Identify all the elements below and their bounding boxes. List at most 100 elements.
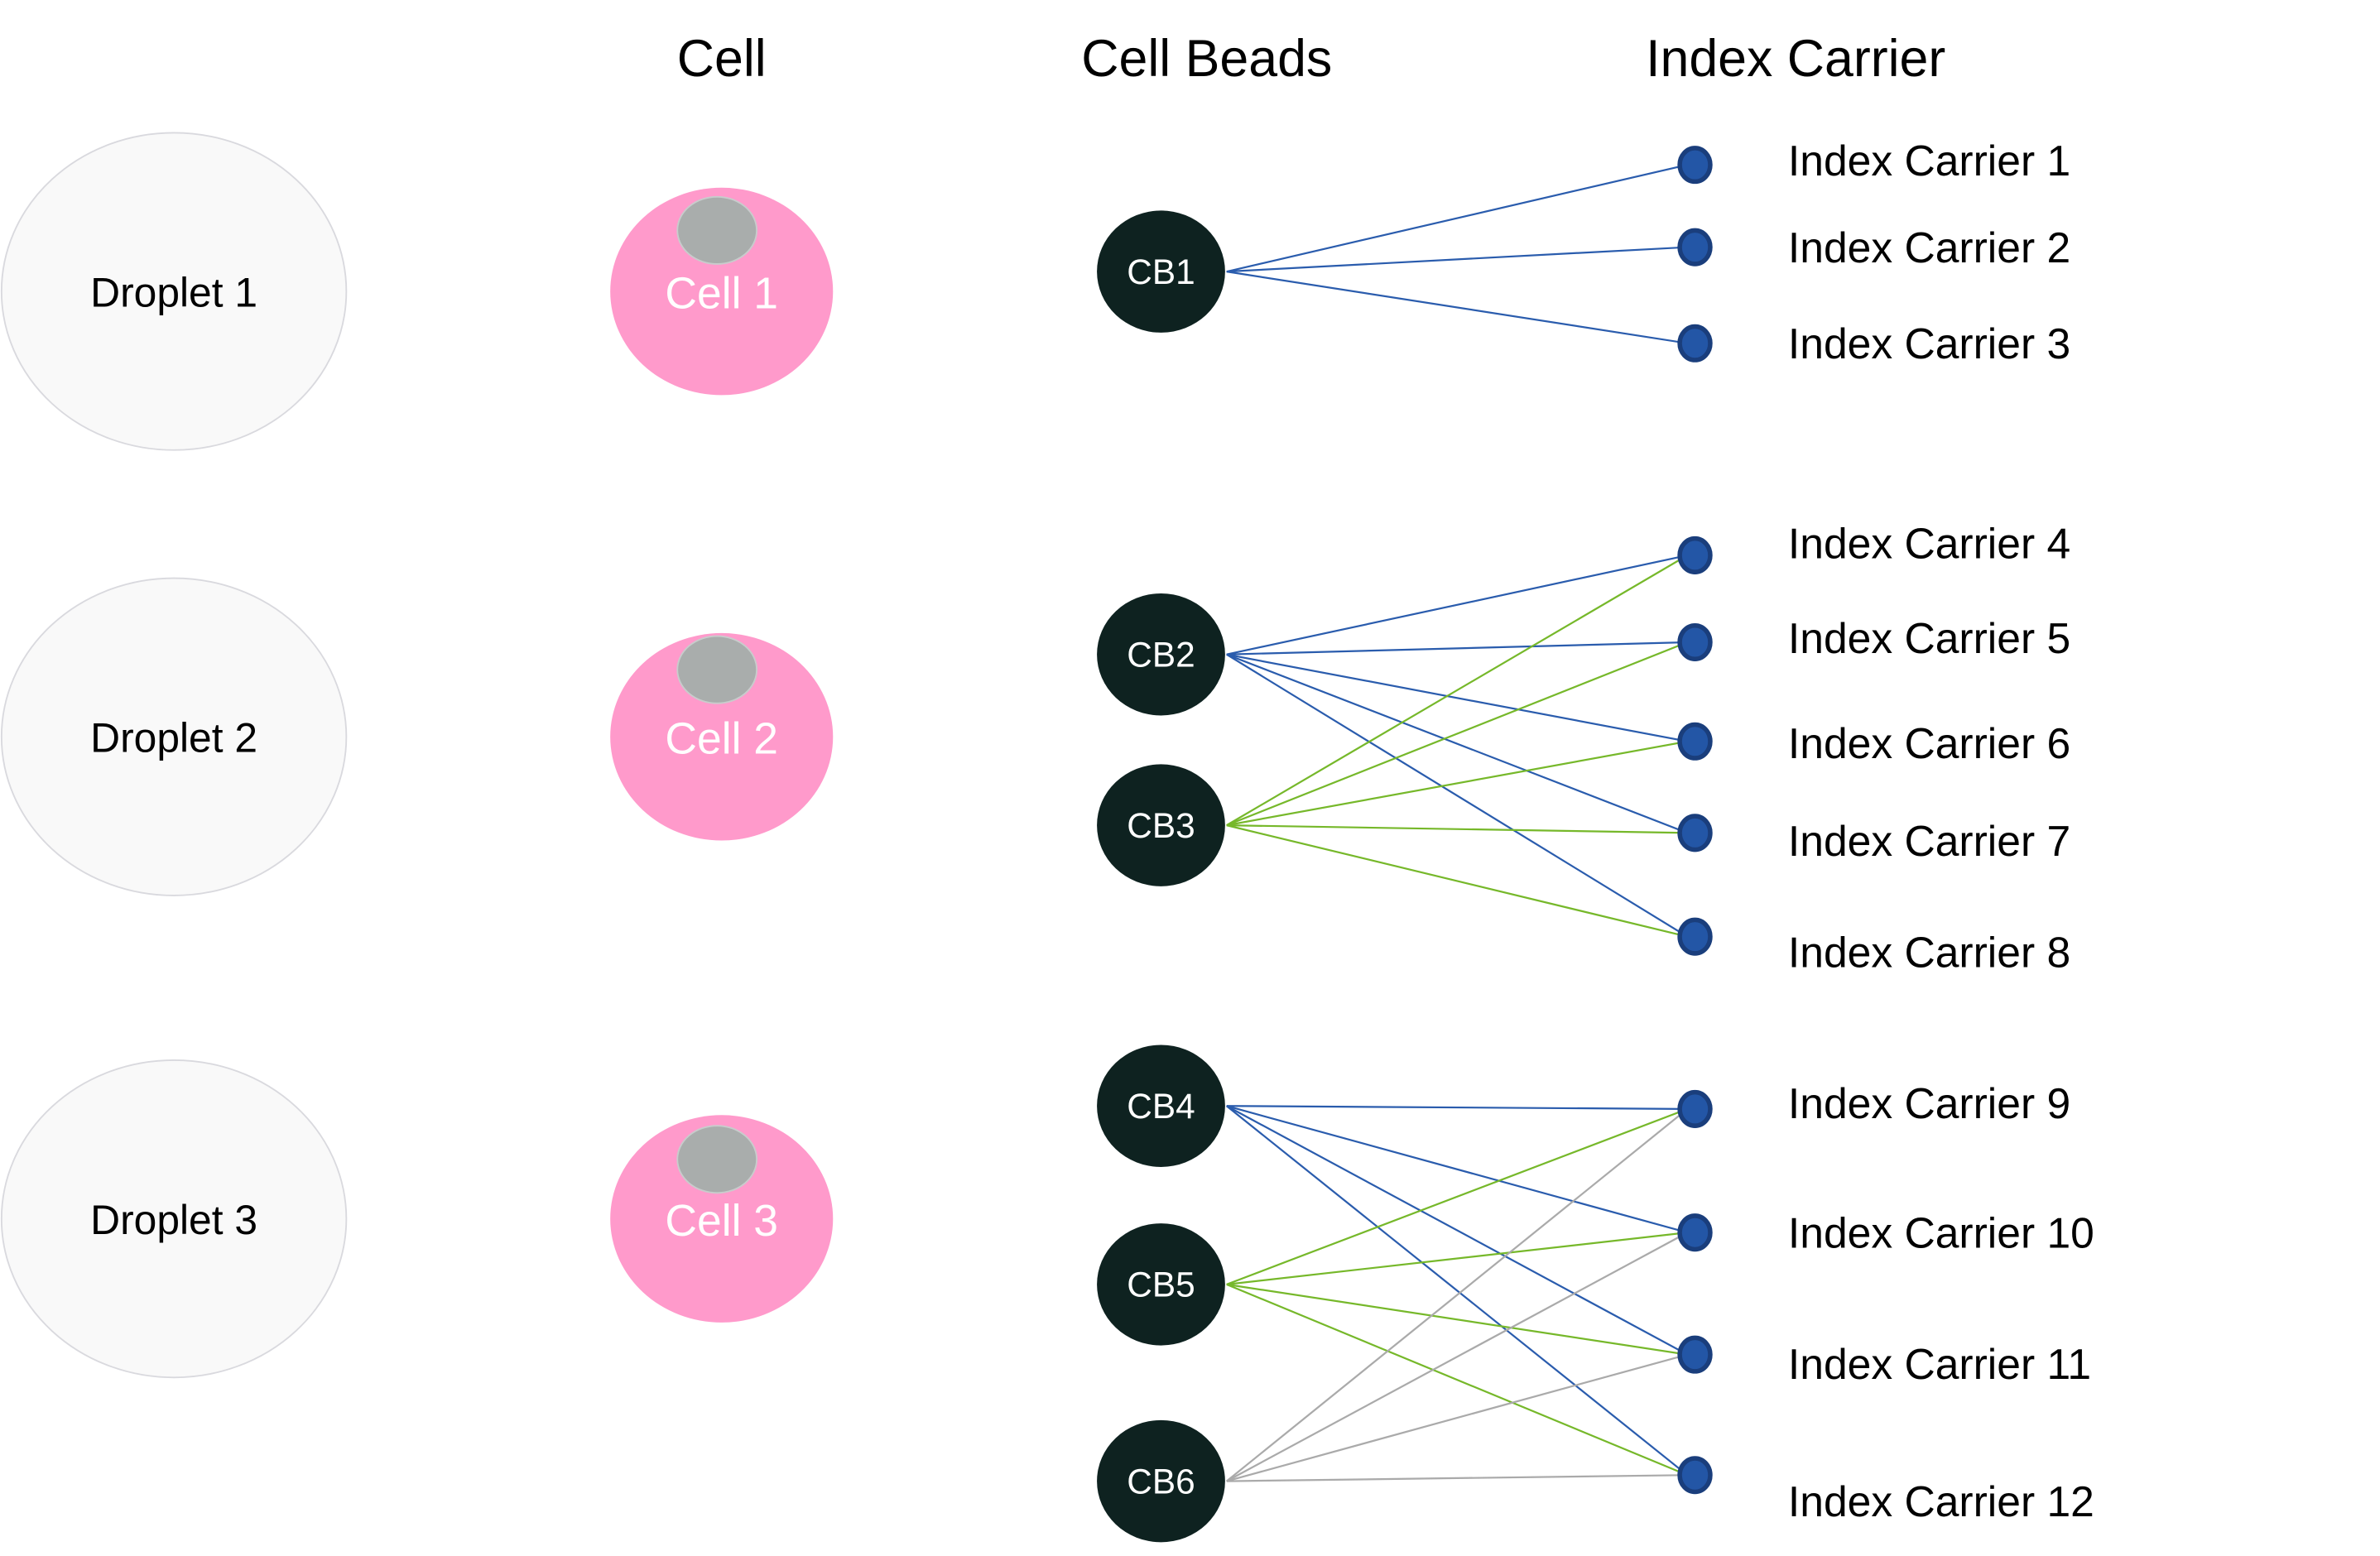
droplet-shape: [0, 577, 348, 896]
header-cell: Cell: [677, 30, 767, 88]
edge-cb5-ic11: [1226, 1283, 1688, 1356]
edge-cb4-ic9: [1226, 1105, 1688, 1111]
index-carrier-label: Index Carrier 10: [1788, 1209, 2094, 1257]
edge-cb1-ic2: [1226, 246, 1688, 273]
cell-nucleus: [676, 195, 758, 265]
index-carrier-dot: [1677, 228, 1713, 267]
edge-cb1-ic1: [1226, 164, 1688, 273]
cell-label: Cell 3: [665, 1197, 778, 1246]
index-carrier: Index Carrier 4: [1677, 520, 2070, 574]
index-carrier-label: Index Carrier 9: [1788, 1079, 2070, 1127]
cell-body: [610, 1115, 834, 1323]
cell-body: [610, 187, 834, 396]
index-carrier-label: Index Carrier 1: [1788, 137, 2070, 185]
header-cell-beads: Cell Beads: [1081, 30, 1332, 88]
index-carrier-label: Index Carrier 5: [1788, 614, 2070, 662]
cell-bead-label: CB6: [1127, 1462, 1195, 1501]
edge-cb3-ic4: [1226, 554, 1688, 827]
edge-cb2-ic6: [1226, 653, 1688, 742]
index-carrier-dot: [1677, 622, 1713, 662]
index-carrier: Index Carrier 8: [1677, 917, 2070, 977]
index-carrier-dot: [1677, 1213, 1713, 1252]
cell-bead-shape: [1097, 764, 1225, 886]
edge-cb5-ic9: [1226, 1107, 1688, 1285]
index-carrier-dot: [1677, 1456, 1713, 1495]
index-carrier: Index Carrier 12: [1677, 1456, 2094, 1525]
droplet: Droplet 3: [0, 1059, 348, 1379]
edge-cb5-ic12: [1226, 1283, 1688, 1477]
cell-bead-label: CB5: [1127, 1265, 1195, 1304]
cell: Cell 3: [610, 1115, 834, 1323]
index-carrier-dot: [1677, 146, 1713, 185]
cell-bead: CB3: [1097, 764, 1225, 886]
cell-body: [610, 632, 834, 841]
index-carrier-label: Index Carrier 6: [1788, 719, 2070, 767]
index-carrier-label: Index Carrier 4: [1788, 520, 2070, 568]
index-carrier-dot: [1677, 324, 1713, 363]
droplet-shape: [0, 1059, 348, 1379]
edges: [1226, 164, 1688, 1482]
nodes: Droplet 1 Droplet 2 Droplet 3 Cell 1 Cell 2 C…: [0, 132, 2094, 1543]
edge-cb2-ic4: [1226, 554, 1688, 656]
edge-cb3-ic8: [1226, 824, 1688, 938]
index-carrier-label: Index Carrier 3: [1788, 319, 2070, 367]
edge-cb5-ic10: [1226, 1232, 1688, 1285]
edge-cb4-ic12: [1226, 1105, 1688, 1477]
index-carrier-label: Index Carrier 2: [1788, 223, 2070, 271]
cell: Cell 1: [610, 187, 834, 396]
droplet-label: Droplet 2: [90, 715, 257, 761]
index-carrier: Index Carrier 6: [1677, 719, 2070, 767]
droplet: Droplet 2: [0, 577, 348, 896]
cell-label: Cell 2: [665, 715, 778, 764]
droplet-label: Droplet 3: [90, 1197, 257, 1243]
index-carrier: Index Carrier 11: [1677, 1335, 2091, 1388]
cell-bead-label: CB4: [1127, 1087, 1195, 1126]
cell-bead: CB5: [1097, 1223, 1225, 1346]
index-carrier-label: Index Carrier 8: [1788, 929, 2070, 977]
index-carrier-label: Index Carrier 11: [1788, 1340, 2091, 1388]
index-carrier-dot: [1677, 535, 1713, 574]
header-index-carrier: Index Carrier: [1646, 30, 1945, 88]
index-carrier: Index Carrier 5: [1677, 614, 2070, 662]
cell: Cell 2: [610, 632, 834, 841]
droplet: Droplet 1: [0, 132, 348, 451]
cell-bead-label: CB1: [1127, 252, 1195, 291]
cell-bead: CB1: [1097, 210, 1225, 333]
cell-bead-shape: [1097, 1045, 1225, 1167]
cell-bead-label: CB3: [1127, 806, 1195, 845]
edge-cb2-ic5: [1226, 641, 1688, 656]
index-carrier-dot: [1677, 917, 1713, 956]
cell-bead-shape: [1097, 210, 1225, 333]
cell-bead-shape: [1097, 1223, 1225, 1346]
index-carrier: Index Carrier 2: [1677, 223, 2070, 271]
index-carrier-dot: [1677, 814, 1713, 852]
edge-cb6-ic11: [1226, 1353, 1688, 1482]
cell-bead-shape: [1097, 1419, 1225, 1543]
index-carrier-dot: [1677, 1335, 1713, 1374]
edge-cb3-ic7: [1226, 824, 1688, 834]
index-carrier: Index Carrier 1: [1677, 137, 2070, 185]
cell-nucleus: [676, 1125, 758, 1194]
edge-cb2-ic7: [1226, 653, 1688, 834]
edge-cb6-ic10: [1226, 1232, 1688, 1482]
index-carrier-label: Index Carrier 12: [1788, 1477, 2094, 1525]
edge-cb3-ic6: [1226, 740, 1688, 827]
edge-cb2-ic8: [1226, 653, 1688, 938]
index-carrier: Index Carrier 10: [1677, 1209, 2094, 1257]
edge-cb4-ic11: [1226, 1105, 1688, 1356]
edge-cb4-ic10: [1226, 1105, 1688, 1234]
cell-bead-label: CB2: [1127, 635, 1195, 674]
index-carrier: Index Carrier 7: [1677, 814, 2070, 865]
edge-cb6-ic9: [1226, 1108, 1688, 1482]
droplet-label: Droplet 1: [90, 270, 257, 316]
cell-bead: CB2: [1097, 593, 1225, 716]
cell-bead: CB4: [1097, 1045, 1225, 1167]
cell-bead-shape: [1097, 593, 1225, 716]
index-carrier-label: Index Carrier 7: [1788, 817, 2070, 865]
index-carrier-dot: [1677, 722, 1713, 761]
cell-nucleus: [676, 635, 758, 704]
index-carrier: Index Carrier 3: [1677, 319, 2070, 367]
edge-cb3-ic5: [1226, 641, 1688, 827]
edge-cb6-ic12: [1226, 1474, 1688, 1482]
